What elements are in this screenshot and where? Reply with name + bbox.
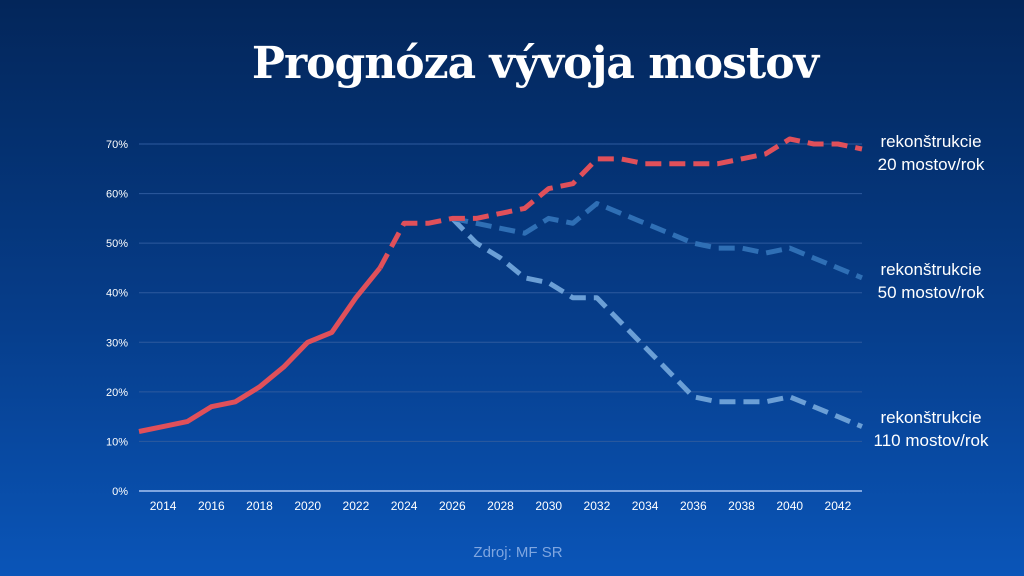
label-line: 20 mostov/rok [877,155,985,174]
label-line: 50 mostov/rok [877,283,985,302]
x-tick-label: 2036 [680,499,707,513]
series-label-110: rekonštrukcie 110 mostov/rok [866,406,996,452]
label-line: rekonštrukcie [880,132,982,151]
series-line-1 [377,136,863,270]
x-tick-label: 2042 [825,499,852,513]
y-tick-label: 10% [106,436,128,448]
x-tick-label: 2016 [198,499,225,513]
label-line: rekonštrukcie [880,260,982,279]
y-tick-label: 20% [106,387,128,399]
y-tick-label: 30% [106,337,128,349]
x-tick-label: 2022 [343,499,370,513]
series-label-50: rekonštrukcie 50 mostov/rok [866,258,996,304]
series-label-20: rekonštrukcie 20 mostov/rok [866,130,996,176]
x-tick-label: 2030 [535,499,562,513]
x-tick-label: 2028 [487,499,514,513]
x-tick-label: 2018 [246,499,273,513]
y-tick-label: 60% [106,189,128,201]
x-tick-label: 2014 [150,499,177,513]
series-line-3 [450,216,863,429]
x-tick-label: 2020 [294,499,321,513]
y-tick-label: 40% [106,288,128,300]
series-line-0 [138,266,382,434]
x-tick-label: 2034 [632,499,659,513]
x-tick-label: 2032 [584,499,611,513]
x-tick-label: 2026 [439,499,466,513]
x-tick-label: 2038 [728,499,755,513]
y-tick-label: 50% [106,238,128,250]
chart-title: Prognóza vývoja mostov [251,38,819,89]
x-tick-label: 2040 [776,499,803,513]
y-tick-label: 70% [106,139,128,151]
label-line: 110 mostov/rok [873,431,989,450]
x-tick-label: 2024 [391,499,418,513]
label-line: rekonštrukcie [880,408,982,427]
y-tick-label: 0% [112,486,128,498]
series-line-2 [451,201,863,281]
source-note: Zdroj: MF SR [473,544,563,561]
